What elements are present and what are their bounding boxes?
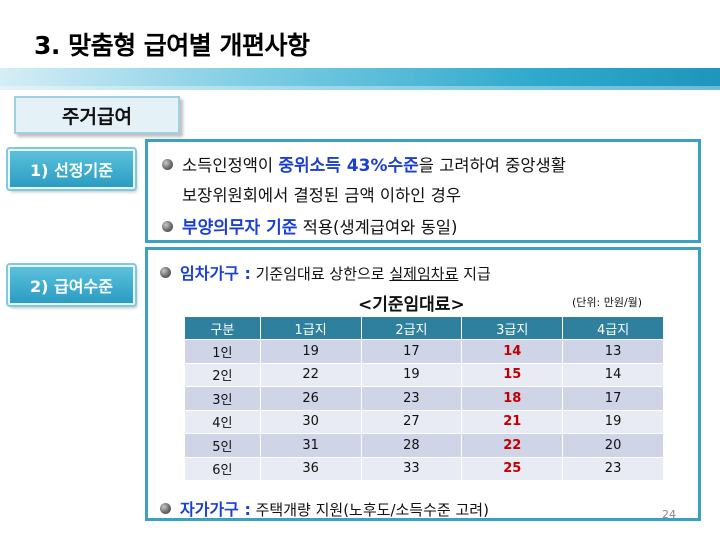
table-row: 5인 31 28 22 20: [184, 433, 664, 458]
bullet-icon: [160, 267, 171, 278]
table-cell: 25: [461, 456, 564, 481]
table-cell: 18: [461, 386, 564, 411]
bullet-icon: [160, 503, 171, 514]
bullet-icon: [162, 221, 173, 232]
table-row: 4인 30 27 21 19: [184, 409, 664, 434]
table-cell: 36: [259, 456, 362, 481]
table-header-cell: 1급지: [259, 316, 362, 340]
tenant-line: 임차가구 : 기준임대료 상한으로 실제임차료 지급: [160, 260, 491, 284]
table-body: 1인 19 17 14 13 2인 22 19 15 14 3인 26 23 18 17 4인 30 27 21 19…: [184, 339, 664, 481]
table-cell: 22: [461, 433, 564, 458]
table-cell: 33: [360, 456, 463, 481]
criteria-text: 을 고려하여 중앙생활: [418, 156, 566, 175]
level-panel: 임차가구 : 기준임대료 상한으로 실제임차료 지급 <기준임대료> (단위: …: [145, 247, 701, 521]
criteria-line-3: 부양의무자 기준 적용(생계급여와 동일): [162, 213, 457, 238]
table-cell: 2인: [184, 362, 261, 387]
actual-rent-underlined: 실제임차료: [389, 265, 459, 283]
owner-line: 자가가구 : 주택개량 지원(노후도/소득수준 고려): [160, 496, 489, 520]
table-cell: 27: [360, 409, 463, 434]
table-header-row: 구분 1급지 2급지 3급지 4급지: [184, 316, 664, 340]
table-cell: 23: [360, 386, 463, 411]
page-title: 3. 맞춤형 급여별 개편사항: [34, 31, 310, 60]
criteria-line-2: 보장위원회에서 결정된 금액 이하인 경우: [182, 186, 462, 205]
table-cell: 19: [562, 409, 664, 434]
table-cell: 21: [461, 409, 564, 434]
level-label: 2) 급여수준: [8, 265, 135, 305]
table-cell: 1인: [184, 339, 261, 364]
table-row: 3인 26 23 18 17: [184, 386, 664, 411]
dependent-obligation-highlight: 부양의무자 기준: [182, 218, 298, 238]
section-tag: 주거급여: [14, 96, 180, 134]
table-cell: 23: [562, 456, 664, 481]
table-header-cell: 4급지: [562, 316, 664, 340]
table-row: 2인 22 19 15 14: [184, 362, 664, 387]
table-cell: 17: [562, 386, 664, 411]
criteria-text: 소득인정액이: [182, 156, 279, 175]
table-cell: 6인: [184, 456, 261, 481]
table-cell: 19: [259, 339, 362, 364]
bullet-icon: [162, 159, 173, 170]
table-header-cell: 2급지: [360, 316, 463, 340]
table-cell: 22: [259, 362, 362, 387]
header-banner: [0, 68, 720, 90]
table-header-cell: 구분: [184, 316, 261, 340]
table-cell: 26: [259, 386, 362, 411]
table-row: 6인 36 33 25 23: [184, 456, 664, 481]
criteria-line-1: 소득인정액이 중위소득 43%수준을 고려하여 중앙생활: [162, 151, 566, 176]
owner-highlight: 자가가구 :: [180, 500, 251, 519]
tenant-text: 기준임대료 상한으로: [250, 265, 390, 283]
table-cell: 30: [259, 409, 362, 434]
table-cell: 28: [360, 433, 463, 458]
table-cell: 31: [259, 433, 362, 458]
table-row: 1인 19 17 14 13: [184, 339, 664, 364]
table-cell: 3인: [184, 386, 261, 411]
table-cell: 14: [562, 362, 664, 387]
criteria-panel: 소득인정액이 중위소득 43%수준을 고려하여 중앙생활 보장위원회에서 결정된…: [145, 139, 701, 243]
page-number: 24: [662, 508, 676, 521]
table-cell: 13: [562, 339, 664, 364]
rent-table: 구분 1급지 2급지 3급지 4급지 1인 19 17 14 13 2인 22 19 15 14 3인 26 2…: [184, 316, 664, 481]
table-cell: 14: [461, 339, 564, 364]
table-cell: 20: [562, 433, 664, 458]
table-cell: 19: [360, 362, 463, 387]
median-income-highlight: 중위소득 43%수준: [278, 156, 419, 176]
table-cell: 17: [360, 339, 463, 364]
table-title: <기준임대료>: [358, 295, 465, 315]
table-header-cell: 3급지: [461, 316, 564, 340]
owner-text: 주택개량 지원(노후도/소득수준 고려): [250, 501, 489, 519]
table-cell: 15: [461, 362, 564, 387]
table-cell: 5인: [184, 433, 261, 458]
criteria-text: 적용(생계급여와 동일): [297, 218, 458, 237]
tenant-highlight: 임차가구 :: [180, 264, 251, 283]
tenant-text: 지급: [458, 265, 491, 283]
table-cell: 4인: [184, 409, 261, 434]
criteria-label: 1) 선정기준: [8, 149, 135, 189]
table-unit: (단위: 만원/월): [572, 296, 643, 309]
